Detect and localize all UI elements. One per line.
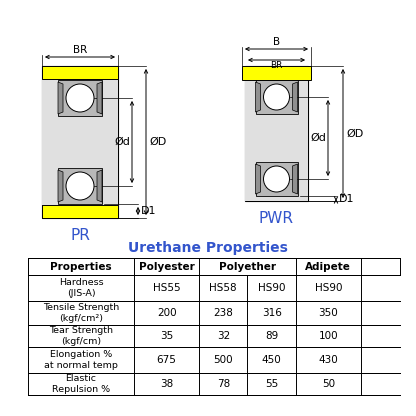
Text: ØD: ØD [346,129,363,139]
Text: PWR: PWR [259,211,294,226]
Circle shape [66,84,94,112]
Polygon shape [58,82,63,114]
Polygon shape [292,82,297,112]
Text: PR: PR [70,228,90,243]
Text: 316: 316 [262,308,282,318]
Text: 350: 350 [319,308,338,318]
Text: Elongation %
at normal temp: Elongation % at normal temp [44,350,118,370]
Text: 675: 675 [157,355,176,365]
Text: 78: 78 [217,379,230,389]
Text: BR: BR [73,45,87,55]
Text: B: B [273,37,280,47]
Text: 50: 50 [322,379,335,389]
Text: 32: 32 [217,331,230,341]
Polygon shape [58,170,63,202]
Text: 500: 500 [213,355,233,365]
Text: Ød: Ød [310,133,326,143]
Text: 238: 238 [213,308,233,318]
Circle shape [263,166,290,192]
Bar [42,205,118,218]
Bar [245,66,308,201]
Text: 450: 450 [262,355,282,365]
Text: Properties: Properties [50,262,112,272]
Text: Ød: Ød [114,137,130,147]
Text: D1: D1 [141,206,156,216]
Text: Polyester: Polyester [139,262,194,272]
Text: D1: D1 [339,193,354,203]
Bar [42,79,118,205]
Bar [245,66,308,201]
Bar [28,347,400,373]
Bar [28,275,400,301]
Bar [28,301,400,325]
Text: HS58: HS58 [210,283,237,293]
Text: Polyether: Polyether [219,262,276,272]
Text: Urethane Properties: Urethane Properties [128,241,288,255]
Text: HS55: HS55 [153,283,181,293]
Text: Adipete: Adipete [305,262,352,272]
Bar [255,80,297,114]
Text: HS90: HS90 [258,283,285,293]
Polygon shape [255,164,260,194]
Circle shape [263,84,290,110]
Bar [42,66,118,218]
Bar [28,325,400,347]
Text: Tear Strength
(kgf/cm): Tear Strength (kgf/cm) [49,326,113,346]
Bar [242,66,311,80]
Text: ØD: ØD [149,137,166,147]
Bar [58,80,102,116]
Text: Elastic
Repulsion %: Elastic Repulsion % [52,374,110,394]
Bar [58,168,102,204]
Text: HS90: HS90 [314,283,342,293]
Bar [28,373,400,395]
Polygon shape [97,170,102,202]
Text: 89: 89 [265,331,278,341]
Polygon shape [97,82,102,114]
Bar [28,258,400,275]
Text: 35: 35 [160,331,173,341]
Polygon shape [255,82,260,112]
Text: BR: BR [270,60,283,69]
Text: 55: 55 [265,379,278,389]
Text: 430: 430 [319,355,338,365]
Polygon shape [292,164,297,194]
Text: 200: 200 [157,308,176,318]
Bar [42,66,118,79]
Text: 100: 100 [319,331,338,341]
Text: Hardness
(JIS-A): Hardness (JIS-A) [59,278,103,298]
Circle shape [66,172,94,200]
Bar [255,162,297,196]
Text: Tensile Strength
(kgf/cm²): Tensile Strength (kgf/cm²) [43,303,119,323]
Text: 38: 38 [160,379,173,389]
